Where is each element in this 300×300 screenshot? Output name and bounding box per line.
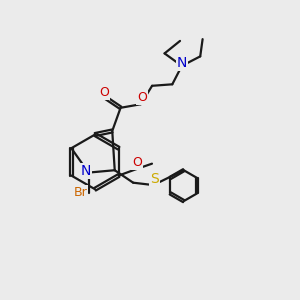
Text: O: O [132,156,142,169]
Text: N: N [177,56,187,70]
Text: Br: Br [73,186,87,199]
Text: O: O [137,91,147,104]
Text: N: N [80,164,91,178]
Text: S: S [150,172,159,186]
Text: O: O [99,85,109,98]
